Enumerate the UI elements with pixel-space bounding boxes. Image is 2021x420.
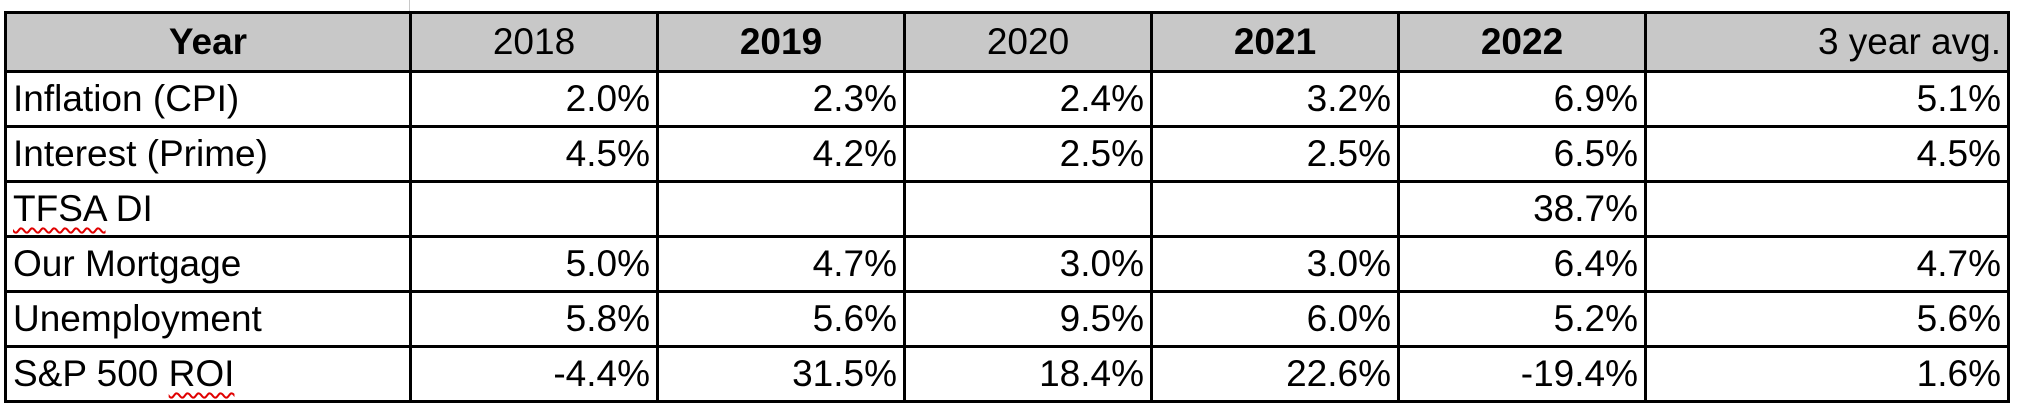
header-cell-2018[interactable]: 2018	[409, 11, 659, 73]
value-cell-2021[interactable]: 3.0%	[1150, 235, 1400, 293]
table-row: Our Mortgage 5.0% 4.7% 3.0% 3.0% 6.4% 4.7%	[4, 235, 2010, 293]
header-cell-2022[interactable]: 2022	[1397, 11, 1647, 73]
header-cell-3-year-avg[interactable]: 3 year avg.	[1644, 11, 2010, 73]
value-cell-2022[interactable]: 6.4%	[1397, 235, 1647, 293]
value-cell-2022[interactable]: 38.7%	[1397, 180, 1647, 238]
header-cell-2019[interactable]: 2019	[656, 11, 906, 73]
economic-indicators-table: Year 2018 2019 2020 2021 2022 3 year avg…	[4, 11, 2010, 403]
value-cell-2022[interactable]: 6.9%	[1397, 70, 1647, 128]
value-cell-2019[interactable]: 2.3%	[656, 70, 906, 128]
value-cell-2021[interactable]	[1150, 180, 1400, 238]
row-label-text: Inflation (CPI)	[13, 78, 240, 119]
value-cell-2018[interactable]: 2.0%	[409, 70, 659, 128]
row-label-cell[interactable]: Interest (Prime)	[4, 125, 412, 183]
value-cell-2020[interactable]: 3.0%	[903, 235, 1153, 293]
value-cell-2019[interactable]: 4.2%	[656, 125, 906, 183]
value-cell-2018[interactable]: 5.0%	[409, 235, 659, 293]
row-label-text: Our Mortgage	[13, 243, 242, 284]
value-cell-2021[interactable]: 6.0%	[1150, 290, 1400, 348]
row-label-text: S&P 500	[13, 353, 169, 394]
table-row: Inflation (CPI) 2.0% 2.3% 2.4% 3.2% 6.9% 5.1%	[4, 70, 2010, 128]
value-cell-2018[interactable]	[409, 180, 659, 238]
value-cell-2022[interactable]: 5.2%	[1397, 290, 1647, 348]
value-cell-2020[interactable]	[903, 180, 1153, 238]
row-label-text: DI	[105, 188, 153, 229]
value-cell-2021[interactable]: 22.6%	[1150, 345, 1400, 403]
value-cell-3-year-avg[interactable]	[1644, 180, 2010, 238]
value-cell-2019[interactable]: 4.7%	[656, 235, 906, 293]
row-label-cell[interactable]: Our Mortgage	[4, 235, 412, 293]
value-cell-2019[interactable]	[656, 180, 906, 238]
value-cell-2020[interactable]: 18.4%	[903, 345, 1153, 403]
row-label-cell[interactable]: Unemployment	[4, 290, 412, 348]
value-cell-2022[interactable]: -19.4%	[1397, 345, 1647, 403]
header-cell-2021[interactable]: 2021	[1150, 11, 1400, 73]
value-cell-2019[interactable]: 31.5%	[656, 345, 906, 403]
value-cell-2018[interactable]: -4.4%	[409, 345, 659, 403]
sheet-gridline	[409, 0, 410, 18]
value-cell-2021[interactable]: 3.2%	[1150, 70, 1400, 128]
header-row: Year 2018 2019 2020 2021 2022 3 year avg…	[4, 11, 2010, 73]
value-cell-3-year-avg[interactable]: 4.7%	[1644, 235, 2010, 293]
row-label-cell[interactable]: Inflation (CPI)	[4, 70, 412, 128]
value-cell-2022[interactable]: 6.5%	[1397, 125, 1647, 183]
row-label-text: Interest (Prime)	[13, 133, 268, 174]
value-cell-3-year-avg[interactable]: 4.5%	[1644, 125, 2010, 183]
value-cell-3-year-avg[interactable]: 5.6%	[1644, 290, 2010, 348]
value-cell-3-year-avg[interactable]: 5.1%	[1644, 70, 2010, 128]
row-label-cell[interactable]: S&P 500 ROI	[4, 345, 412, 403]
table-row: S&P 500 ROI -4.4% 31.5% 18.4% 22.6% -19.4% 1.6…	[4, 345, 2010, 403]
table-row: TFSA DI 38.7%	[4, 180, 2010, 238]
row-label-text: Unemployment	[13, 298, 262, 339]
value-cell-2020[interactable]: 9.5%	[903, 290, 1153, 348]
table-row: Interest (Prime) 4.5% 4.2% 2.5% 2.5% 6.5% 4.5%	[4, 125, 2010, 183]
row-label-cell[interactable]: TFSA DI	[4, 180, 412, 238]
value-cell-2020[interactable]: 2.4%	[903, 70, 1153, 128]
row-label-flagged-word: TFSA	[13, 188, 106, 229]
table-row: Unemployment 5.8% 5.6% 9.5% 6.0% 5.2% 5.6%	[4, 290, 2010, 348]
value-cell-2018[interactable]: 5.8%	[409, 290, 659, 348]
header-cell-year[interactable]: Year	[4, 11, 412, 73]
value-cell-2019[interactable]: 5.6%	[656, 290, 906, 348]
value-cell-2021[interactable]: 2.5%	[1150, 125, 1400, 183]
value-cell-3-year-avg[interactable]: 1.6%	[1644, 345, 2010, 403]
value-cell-2018[interactable]: 4.5%	[409, 125, 659, 183]
row-label-flagged-word: ROI	[168, 353, 235, 394]
value-cell-2020[interactable]: 2.5%	[903, 125, 1153, 183]
header-cell-2020[interactable]: 2020	[903, 11, 1153, 73]
